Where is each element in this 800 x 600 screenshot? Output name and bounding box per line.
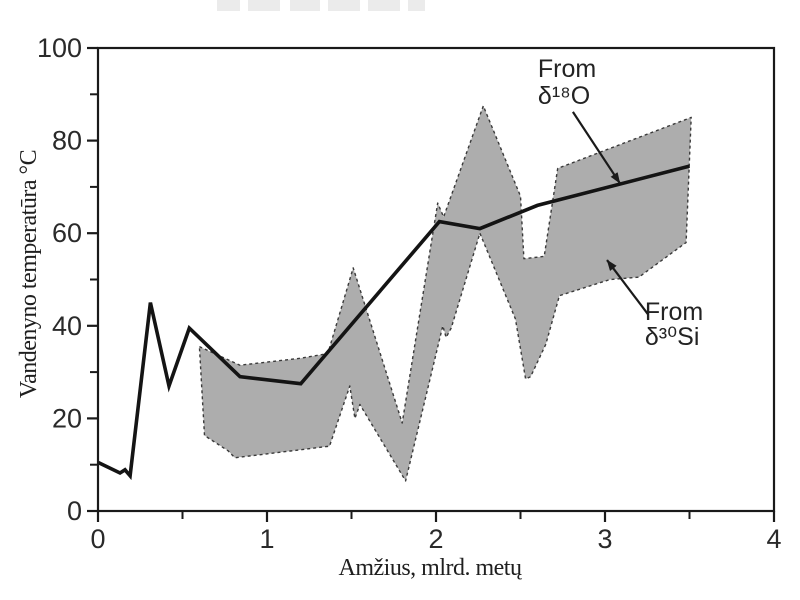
y-axis-title: Vandenyno temperatūra °C (16, 150, 42, 398)
x-tick-label: 1 (259, 524, 274, 554)
cropped-text-artifact (248, 0, 280, 11)
cropped-text-artifact (328, 0, 360, 11)
x-tick-label: 2 (428, 524, 443, 554)
cropped-text-artifact (368, 0, 400, 11)
uncertainty-band-d30si (198, 105, 692, 482)
y-tick-label: 80 (52, 126, 82, 156)
y-tick-label: 40 (52, 311, 82, 341)
annotation-arrow-from-d30si (606, 259, 649, 315)
y-tick-label: 100 (37, 33, 82, 63)
y-tick-label: 60 (52, 218, 82, 248)
x-tick-label: 3 (597, 524, 612, 554)
annotation-label-from-d18o: δ¹⁸O (538, 82, 590, 110)
annotation-label-from-d30si: From (645, 298, 703, 326)
x-axis-title: Amžius, mlrd. metų (339, 555, 523, 581)
y-tick-label: 0 (67, 496, 82, 526)
cropped-text-artifact (290, 0, 320, 11)
cropped-text-artifact (217, 0, 240, 11)
temperature-line-d18o (97, 164, 690, 481)
cropped-text-artifact (408, 0, 425, 11)
x-tick-label: 4 (766, 524, 781, 554)
x-tick-label: 0 (90, 524, 105, 554)
y-tick-label: 20 (52, 403, 82, 433)
annotation-label-from-d30si: δ³⁰Si (645, 323, 700, 351)
annotation-label-from-d18o: From (538, 55, 596, 83)
annotation-arrow-from-d18o (571, 111, 621, 184)
